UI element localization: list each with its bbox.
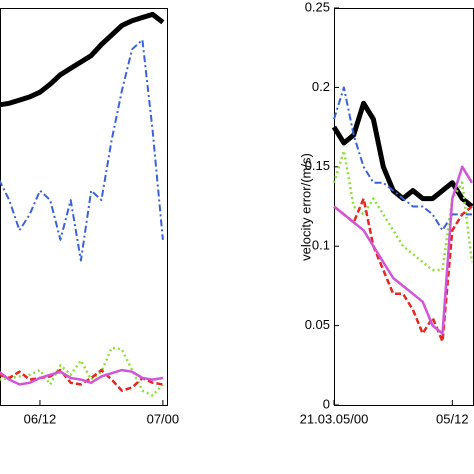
x-tick-label: 21.03.05/00 [300,411,369,426]
y-tick-label: 0.15 [305,158,330,173]
y-tick-label: 0.2 [312,79,330,94]
series-line [0,368,164,392]
series-line [333,165,474,335]
series-line [0,38,164,262]
series-line [0,346,164,397]
series-line [331,100,474,209]
series-line [333,197,473,343]
y-tick-label: 0 [323,396,330,411]
y-tick-label: 0.05 [305,317,330,332]
y-tick-label: 0.1 [312,238,330,253]
series-line [0,11,165,108]
x-tick-label: 07/00 [147,411,180,426]
x-tick-label: 05/12 [436,411,469,426]
y-axis-label: velocity error/(m/s) [298,153,313,261]
plot-frame [0,8,168,406]
series-line [0,368,164,386]
x-tick-label: 06/12 [24,411,57,426]
y-tick-label: 0.25 [305,0,330,14]
